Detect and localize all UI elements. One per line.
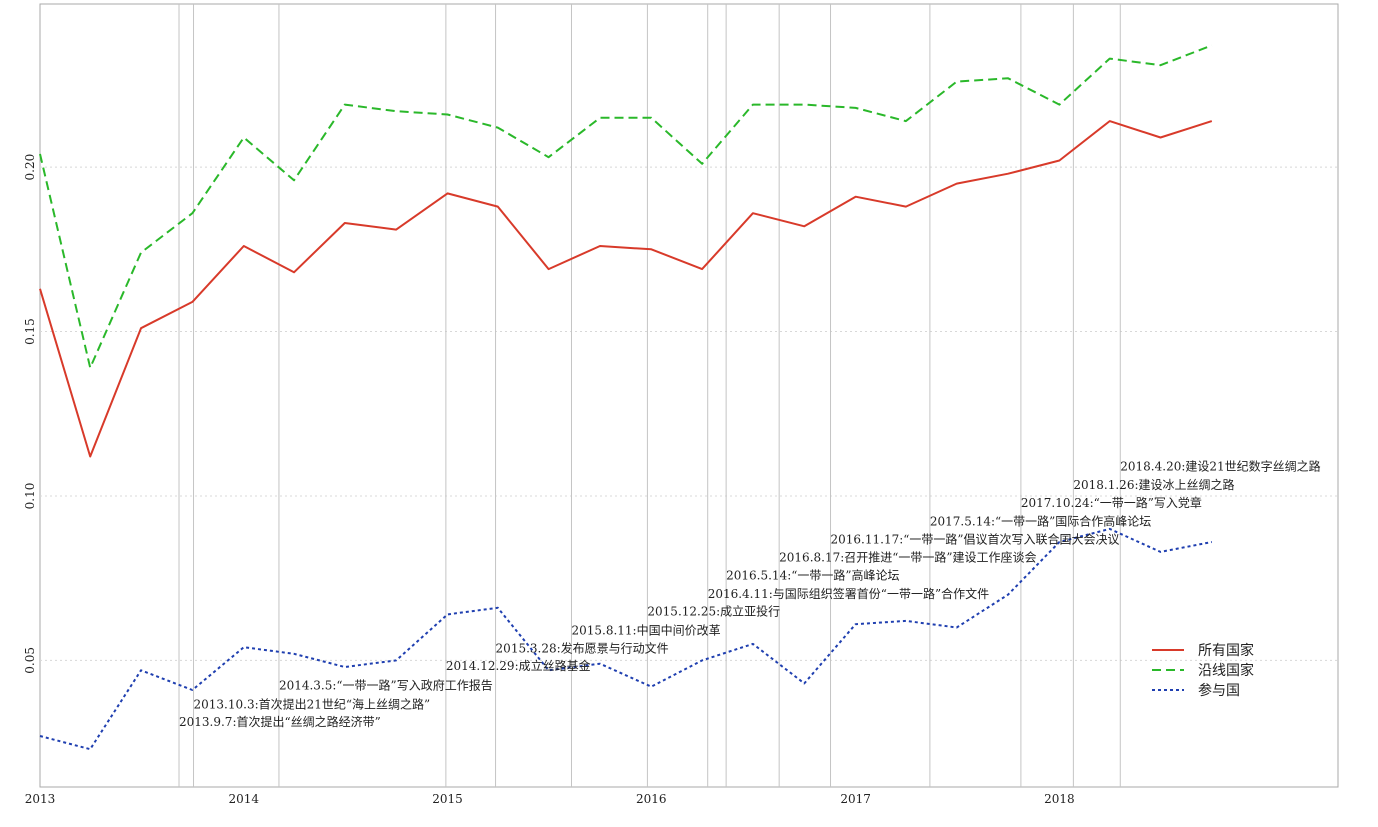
event-annotation: 2017.10.24:“一带一路”写入党章 xyxy=(1021,495,1202,510)
event-annotation: 2015.8.11:中国中间价改革 xyxy=(571,622,720,637)
event-annotation: 2013.9.7:首次提出“丝绸之路经济带” xyxy=(179,714,381,729)
legend-label: 沿线国家 xyxy=(1198,662,1254,679)
x-tick-label: 2013 xyxy=(25,792,56,806)
event-annotation: 2015.3.28:发布愿景与行动文件 xyxy=(496,640,669,655)
annotation-layer: 2013.9.7:首次提出“丝绸之路经济带” 2013.10.3:首次提出21世纪… xyxy=(179,459,1321,729)
x-tick-label: 2017 xyxy=(840,792,871,806)
x-tick-label: 2014 xyxy=(228,792,259,806)
event-annotation: 2014.12.29:成立丝路基金 xyxy=(446,658,591,673)
event-annotation: 2017.5.14:“一带一路”国际合作高峰论坛 xyxy=(930,514,1151,529)
x-tick-label: 2015 xyxy=(432,792,463,806)
event-annotation: 2015.12.25:成立亚投行 xyxy=(647,604,780,619)
y-tick-label: 0.10 xyxy=(23,483,37,510)
plot-area-frame xyxy=(39,3,1339,788)
event-annotation: 2016.11.17:“一带一路”倡议首次写入联合国大会决议 xyxy=(831,532,1120,547)
event-line-layer xyxy=(178,4,1121,787)
legend-label: 所有国家 xyxy=(1198,642,1254,659)
event-annotation: 2018.1.26:建设冰上丝绸之路 xyxy=(1073,477,1234,492)
series-line xyxy=(39,44,1213,369)
x-tick-label: 2016 xyxy=(636,792,667,806)
grid-layer xyxy=(40,166,1338,661)
event-annotation: 2016.4.11:与国际组织签署首份“一带一路”合作文件 xyxy=(708,586,989,601)
series-line xyxy=(39,527,1212,751)
event-annotation: 2018.4.20:建设21世纪数字丝绸之路 xyxy=(1120,459,1320,474)
series-line xyxy=(39,120,1213,458)
series-layer xyxy=(39,44,1213,751)
event-annotation: 2013.10.3:首次提出21世纪“海上丝绸之路” xyxy=(194,696,431,711)
y-tick-label: 0.20 xyxy=(23,154,37,181)
legend-label: 参与国 xyxy=(1198,682,1240,699)
tick-layer: 0.05 0.10 0.15 0.20 2013 2014 2015 2016 2017 2018 xyxy=(23,154,1075,806)
y-tick-label: 0.15 xyxy=(23,318,37,345)
x-tick-label: 2018 xyxy=(1044,792,1075,806)
event-annotation: 2014.3.5:“一带一路”写入政府工作报告 xyxy=(279,678,493,693)
event-annotation: 2016.8.17:召开推进“一带一路”建设工作座谈会 xyxy=(779,549,1036,564)
y-tick-label: 0.05 xyxy=(23,647,37,674)
event-annotation: 2016.5.14:“一带一路”高峰论坛 xyxy=(726,567,899,582)
